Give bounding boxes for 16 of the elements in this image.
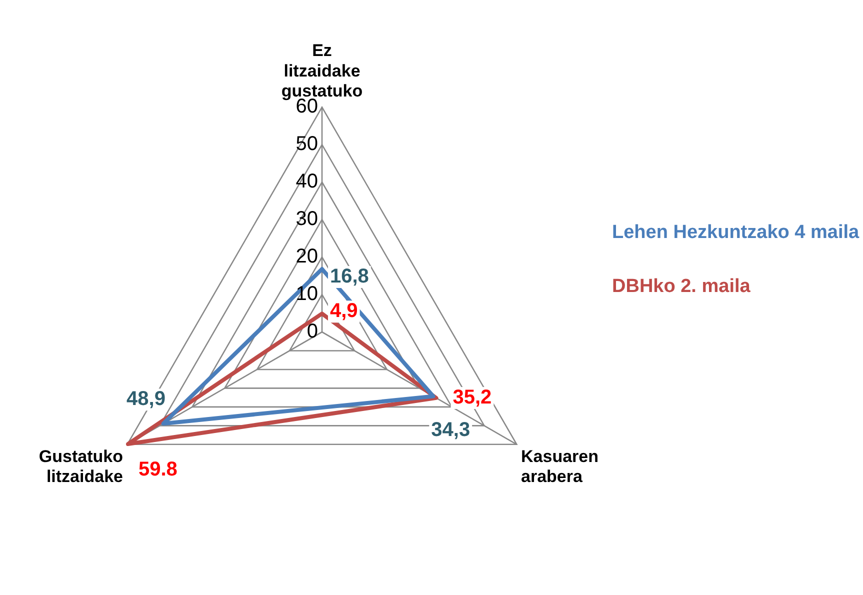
data-label: 16,8 [330,266,369,288]
text: DBHko 2. maila [612,276,752,298]
data-label: 4,9 [330,300,358,322]
y-tick-label: 10 [296,283,318,306]
data-label: 59.8 [138,458,178,481]
data-label: 34,3 [431,418,470,441]
y-tick-label: 20 [296,246,318,268]
y-tick-label: 40 [296,170,318,193]
y-tick-label: 0 [306,320,318,343]
spoke-label: Kasuaren arabera [521,446,598,486]
text: Lehen Hezkuntzako 4 maila [612,222,860,244]
data-label: 48,9 [126,388,166,410]
data-label: 35,2 [452,386,492,408]
spoke-label: Gustatuko litzaidake [38,446,123,486]
y-tick-label: 30 [296,208,318,230]
y-tick-label: 50 [296,133,318,156]
